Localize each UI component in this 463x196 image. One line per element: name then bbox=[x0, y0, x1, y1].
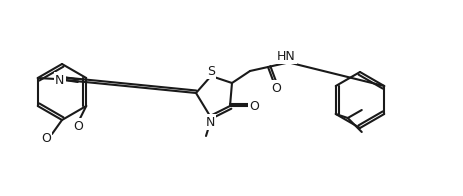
Text: O: O bbox=[249, 100, 258, 113]
Text: HN: HN bbox=[276, 50, 295, 63]
Text: N: N bbox=[55, 74, 64, 86]
Text: O: O bbox=[270, 82, 280, 94]
Text: O: O bbox=[41, 132, 51, 144]
Text: O: O bbox=[73, 120, 83, 132]
Text: S: S bbox=[206, 64, 214, 77]
Text: N: N bbox=[205, 115, 214, 129]
